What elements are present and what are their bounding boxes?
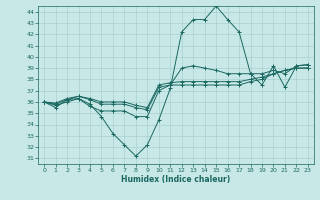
X-axis label: Humidex (Indice chaleur): Humidex (Indice chaleur) — [121, 175, 231, 184]
